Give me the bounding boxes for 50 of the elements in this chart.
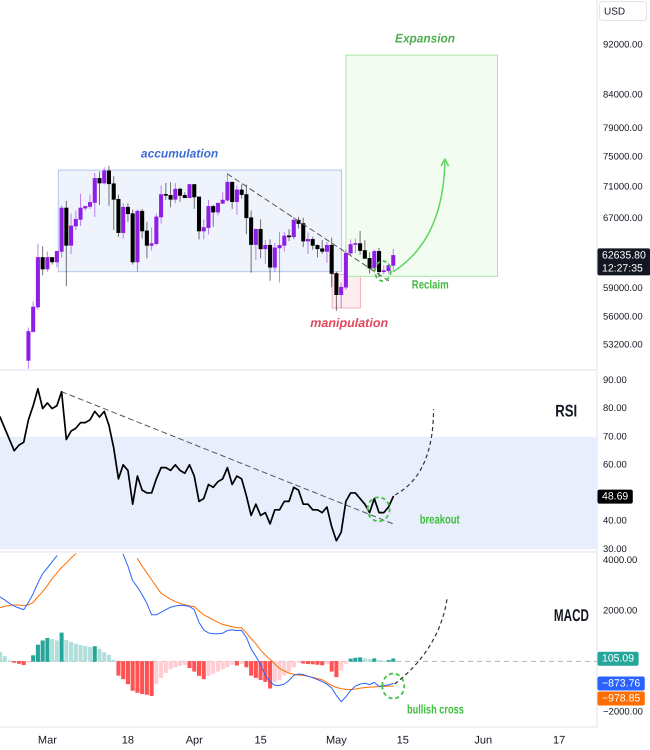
y-tick-label: 90.00	[603, 375, 627, 386]
text: 48.69	[602, 490, 628, 503]
annotation: manipulation	[310, 316, 388, 330]
text: 12:27:35	[602, 262, 644, 274]
y-tick-label: 59000.00	[603, 282, 643, 294]
bar	[88, 646, 92, 662]
x-tick-label: 15	[254, 734, 267, 747]
annotation: bullish cross	[406, 703, 464, 717]
x-tick-label: 18	[122, 734, 134, 747]
y-tick-label: −2000.00	[603, 706, 643, 718]
y-tick-label: 4000.00	[603, 555, 638, 566]
text: MACD	[554, 606, 589, 626]
x-tick-label: Jun	[474, 734, 492, 747]
bar	[92, 646, 97, 662]
text: −873.76	[602, 677, 640, 690]
y-tick-label: 79000.00	[603, 123, 643, 134]
y-tick-label: 80.00	[603, 403, 627, 414]
bar	[60, 632, 64, 662]
bar	[234, 661, 239, 666]
bar	[372, 658, 376, 662]
x-tick-label: Mar	[38, 734, 58, 747]
y-tick-label: 92000.00	[603, 40, 643, 51]
text: 62635.80	[602, 249, 646, 262]
text: 105.09	[602, 652, 634, 665]
y-axis-title: USD	[604, 6, 626, 18]
y-tick-label: 60.00	[603, 459, 627, 470]
y-tick-label: 56000.00	[603, 311, 643, 322]
text: RSI	[555, 402, 578, 421]
bar	[206, 661, 211, 676]
y-tick-label: 70.00	[603, 431, 627, 442]
x-tick-label: 15	[396, 734, 409, 747]
y-tick-label: 53200.00	[603, 339, 643, 350]
candlestick	[187, 183, 192, 198]
bar	[324, 661, 329, 664]
annotation: accumulation	[140, 146, 218, 160]
y-tick-label: 75000.00	[603, 151, 643, 162]
x-tick-label: May	[326, 734, 348, 747]
y-tick-label: 40.00	[603, 516, 627, 527]
x-tick-label: Apr	[186, 734, 204, 747]
y-tick-label: 71000.00	[603, 181, 643, 192]
y-tick-label: 84000.00	[603, 89, 643, 100]
y-tick-label: 2000.00	[603, 606, 638, 617]
y-tick-label: 30.00	[603, 544, 627, 555]
bar	[240, 661, 244, 664]
annotation: breakout	[420, 514, 460, 528]
annotation: Reclaim	[412, 278, 449, 292]
y-tick-label: 67000.00	[603, 213, 643, 224]
x-tick-label: 17	[552, 734, 566, 747]
annotation: Expansion	[395, 31, 455, 46]
text: −978.85	[602, 692, 640, 704]
